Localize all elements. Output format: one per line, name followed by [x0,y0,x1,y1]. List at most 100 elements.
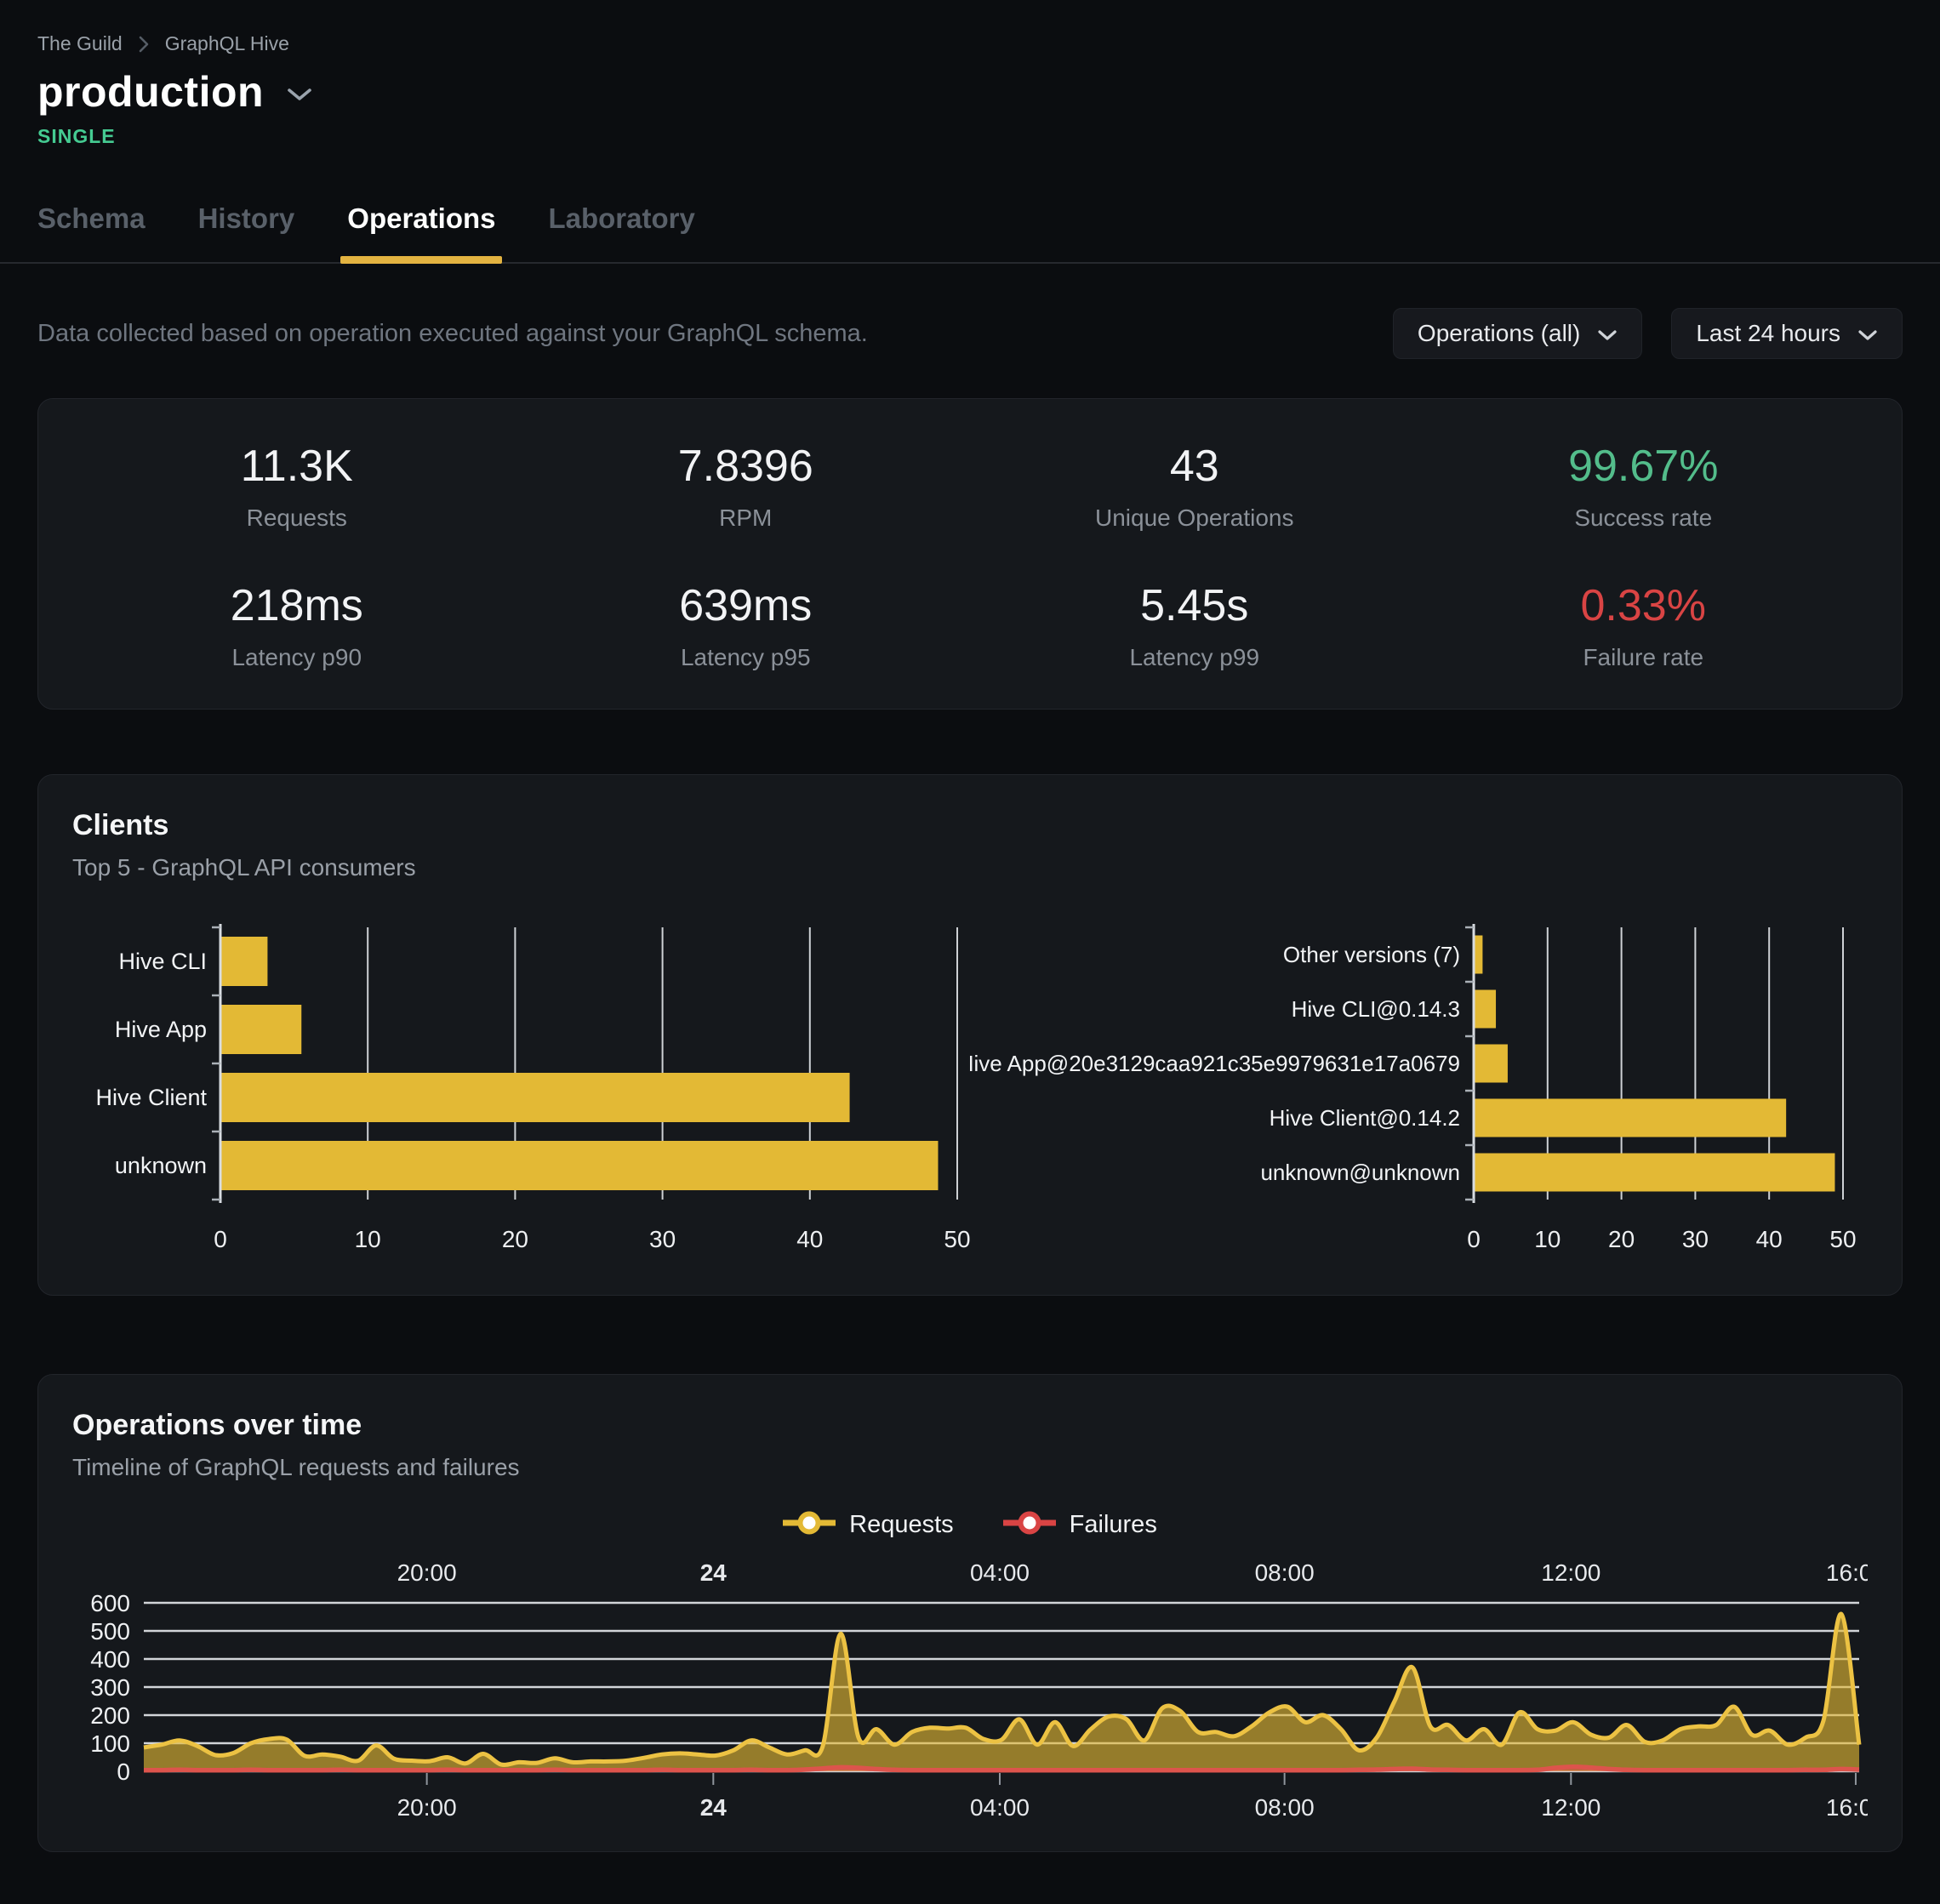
category-labels: Other versions (7) Hive CLI@0.14.3 Hive Ap… [970,942,1460,1185]
svg-text:Hive Client: Hive Client [95,1085,207,1110]
bar-unknown [221,1141,939,1190]
clients-subtitle: Top 5 - GraphQL API consumers [72,854,416,881]
svg-text:600: 600 [90,1590,130,1616]
svg-text:40: 40 [1756,1226,1783,1252]
requests-area [144,1614,1859,1771]
stat-unique-operations: 43 Unique Operations [970,442,1419,532]
chevron-down-icon [1857,320,1878,347]
svg-text:400: 400 [90,1646,130,1673]
tab-schema[interactable]: Schema [37,202,146,234]
bars [221,937,939,1190]
svg-text:40: 40 [796,1226,823,1252]
stat-latency-p90: 218ms Latency p90 [72,581,522,671]
stat-value: 5.45s [1140,581,1249,630]
requests-line [143,1611,1862,1767]
top-time-labels: 20:00 24 04:00 08:00 12:00 16:00 [397,1559,1868,1586]
page-title: production [37,68,265,116]
bar-hive-app [221,1005,302,1054]
svg-text:12:00: 12:00 [1541,1794,1600,1821]
bars [1475,935,1835,1192]
svg-text:500: 500 [90,1618,130,1645]
data-collection-note: Data collected based on operation execut… [37,319,868,347]
bottom-axis-ticks [425,1773,1857,1785]
stat-label: Unique Operations [1095,505,1294,531]
svg-text:0: 0 [1467,1226,1481,1252]
clients-title: Clients [72,809,169,841]
stat-rpm: 7.8396 RPM [522,442,971,532]
stat-label: Failure rate [1583,644,1704,670]
svg-text:300: 300 [90,1674,130,1701]
chevron-down-icon [1597,320,1618,347]
bar-hive-cli-0-14-3 [1475,989,1497,1029]
bottom-time-labels: 20:00 24 04:00 08:00 12:00 16:00 [397,1794,1868,1821]
legend-item-failures[interactable]: Failures [1002,1510,1157,1540]
bar-hive-cli [221,937,268,986]
operations-filter-dropdown[interactable]: Operations (all) [1392,308,1643,359]
stat-value: 218ms [230,581,363,630]
svg-text:200: 200 [90,1702,130,1729]
tab-laboratory[interactable]: Laboratory [548,202,695,234]
time-range-dropdown[interactable]: Last 24 hours [1671,308,1903,359]
stat-value: 99.67% [1568,442,1719,491]
svg-text:04:00: 04:00 [970,1559,1030,1586]
stat-value: 11.3K [240,442,353,491]
legend-item-requests[interactable]: Requests [783,1510,954,1540]
stat-latency-p95: 639ms Latency p95 [522,581,971,671]
axis-ticks [1465,926,1474,1201]
target-type-badge: SINGLE [37,125,116,147]
operations-over-time-subtitle: Timeline of GraphQL requests and failure… [72,1454,520,1480]
svg-text:Hive CLI@0.14.3: Hive CLI@0.14.3 [1292,996,1460,1022]
svg-text:50: 50 [1829,1226,1856,1252]
clients-by-version-bar-chart: Other versions (7) Hive CLI@0.14.3 Hive Ap… [970,924,1857,1252]
svg-text:20: 20 [502,1226,528,1252]
svg-text:Hive CLI: Hive CLI [118,949,207,974]
legend-label: Requests [849,1511,954,1538]
stat-label: Latency p99 [1129,644,1260,670]
operations-over-time-title: Operations over time [72,1409,362,1441]
tab-operations[interactable]: Operations [340,202,503,264]
stat-value: 43 [1169,442,1219,491]
svg-text:Hive App@20e3129caa921c35e9979: Hive App@20e3129caa921c35e9979631e17a067… [970,1051,1460,1076]
legend-marker-icon [1002,1510,1056,1540]
operations-filter-label: Operations (all) [1417,320,1581,346]
x-tick-labels: 0 10 20 30 40 50 [214,1226,970,1252]
bar-hive-client-0-14-2 [1475,1098,1787,1137]
operations-over-time-card: Operations over time Timeline of GraphQL… [37,1374,1903,1852]
stat-value: 0.33% [1580,581,1706,630]
breadcrumb: The Guild GraphQL Hive [37,32,1903,55]
breadcrumb-project[interactable]: GraphQL Hive [164,32,289,54]
svg-text:30: 30 [649,1226,676,1252]
svg-text:20:00: 20:00 [397,1559,457,1586]
chevron-down-icon [286,87,313,106]
stat-latency-p99: 5.45s Latency p99 [970,581,1419,671]
svg-text:30: 30 [1682,1226,1709,1252]
svg-text:100: 100 [90,1730,130,1757]
svg-text:Hive Client@0.14.2: Hive Client@0.14.2 [1270,1105,1460,1131]
tab-history[interactable]: History [197,202,295,234]
svg-text:unknown@unknown: unknown@unknown [1260,1160,1460,1185]
svg-text:Other versions (7): Other versions (7) [1283,942,1460,967]
target-selector-dropdown[interactable] [286,78,313,106]
svg-text:0: 0 [117,1759,130,1785]
stat-value: 7.8396 [677,442,813,491]
breadcrumb-org[interactable]: The Guild [37,32,123,54]
svg-text:08:00: 08:00 [1255,1559,1315,1586]
failures-line [144,1764,1860,1773]
chevron-right-icon [138,35,150,54]
tabs-bar: Schema History Operations Laboratory [0,202,1940,264]
stats-summary-card: 11.3K Requests 7.8396 RPM 43 Unique Operation… [37,398,1903,710]
stat-label: Requests [246,505,347,531]
svg-text:24: 24 [700,1794,728,1821]
svg-text:unknown: unknown [115,1153,207,1178]
stat-label: Latency p95 [680,644,811,670]
svg-text:50: 50 [944,1226,970,1252]
svg-text:08:00: 08:00 [1255,1794,1315,1821]
clients-card: Clients Top 5 - GraphQL API consumers Hi… [37,774,1903,1296]
x-tick-labels: 0 10 20 30 40 50 [1467,1226,1856,1252]
svg-text:16:00: 16:00 [1826,1559,1868,1586]
stat-label: Success rate [1574,505,1713,531]
stat-label: Latency p90 [231,644,362,670]
svg-text:16:00: 16:00 [1826,1794,1868,1821]
stat-failure-rate: 0.33% Failure rate [1419,581,1869,671]
